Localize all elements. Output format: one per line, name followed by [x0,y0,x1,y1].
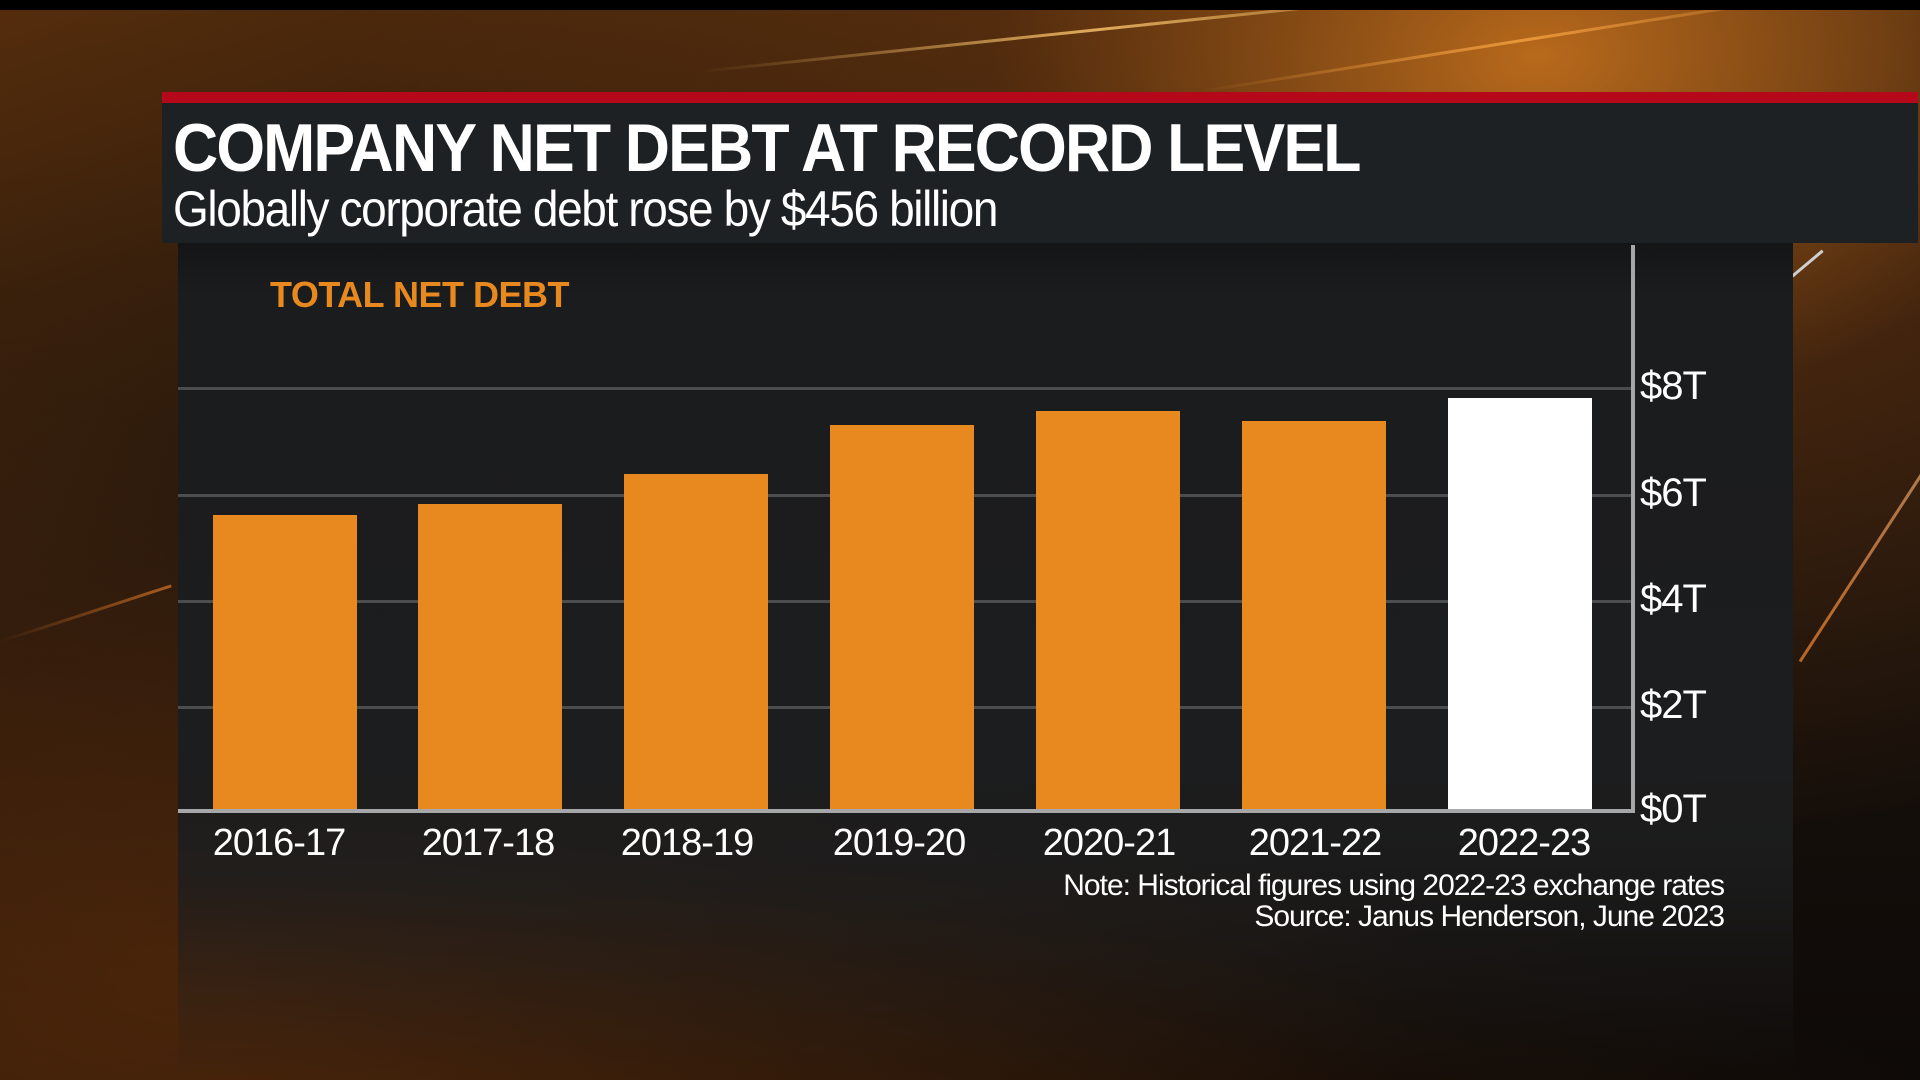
headline-subtitle: Globally corporate debt rose by $456 bil… [173,181,998,237]
x-tick-label: 2020-21 [1042,822,1176,864]
x-axis-baseline [178,809,1635,813]
bar-2016-17 [213,515,357,811]
top-letterbox [0,0,1920,10]
series-label: TOTAL NET DEBT [270,274,570,315]
y-tick-label: $0T [1640,787,1707,831]
headline-banner: COMPANY NET DEBT AT RECORD LEVEL Globall… [162,92,1918,243]
source-credit: Source: Janus Henderson, June 2023 [1254,900,1725,933]
bar-2022-23-highlight [1448,398,1592,811]
y-tick-label: $6T [1640,471,1707,515]
bar-2020-21 [1036,411,1180,811]
y-tick-label: $4T [1640,577,1707,621]
x-tick-label: 2021-22 [1248,822,1382,864]
x-tick-label: 2016-17 [212,822,346,864]
y-tick-label: $8T [1640,364,1707,408]
y-tick-label: $2T [1640,683,1707,727]
accent-red-bar [162,92,1918,103]
y-axis-line [1631,245,1635,813]
bar-2018-19 [624,474,768,811]
x-tick-label: 2022-23 [1457,822,1591,864]
bar-2017-18 [418,504,562,811]
x-tick-label: 2017-18 [421,822,555,864]
exchange-rate-note: Note: Historical figures using 2022-23 e… [1063,869,1725,902]
chart-footnotes: Note: Historical figures using 2022-23 e… [1063,869,1725,933]
x-tick-label: 2019-20 [832,822,966,864]
bar-2021-22 [1242,421,1386,811]
headline-title: COMPANY NET DEBT AT RECORD LEVEL [173,110,1361,186]
x-tick-label: 2018-19 [620,822,754,864]
gridline-8t [178,387,1633,390]
bar-2019-20 [830,425,974,811]
